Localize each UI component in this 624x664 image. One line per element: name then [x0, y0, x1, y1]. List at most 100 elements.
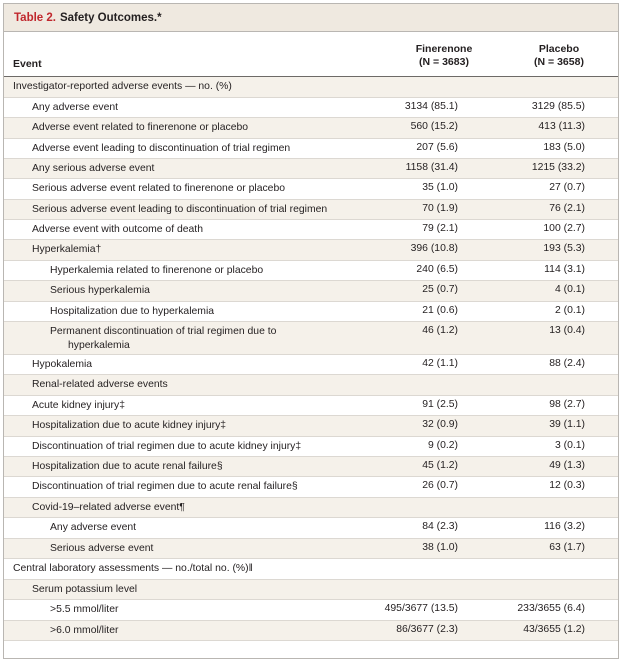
- table-row: Any serious adverse event 1158 (31.4) 1215…: [4, 159, 618, 179]
- safety-outcomes-table: Table 2. Safety Outcomes.* Event Fineren…: [3, 3, 619, 659]
- table-row: Central laboratory assessments — no./tot…: [4, 559, 618, 580]
- row-label: Serious adverse event: [50, 542, 153, 556]
- finerenone-value: 1158 (31.4): [405, 162, 458, 173]
- finerenone-value: 42 (1.1): [422, 358, 458, 369]
- row-label: Hypokalemia: [32, 358, 92, 372]
- row-label-text: Acute kidney injury‡: [32, 400, 125, 411]
- finerenone-value: 396 (10.8): [410, 243, 458, 254]
- row-label: Renal-related adverse events: [32, 378, 168, 392]
- finerenone-value: 38 (1.0): [422, 542, 458, 553]
- placebo-value: 13 (0.4): [549, 325, 585, 336]
- placebo-value: 63 (1.7): [549, 542, 585, 553]
- placebo-value: 49 (1.3): [549, 460, 585, 471]
- row-label: Serious adverse event related to fineren…: [32, 182, 285, 196]
- row-label-text: Permanent discontinuation of trial regim…: [50, 326, 277, 337]
- table-row: Discontinuation of trial regimen due to …: [4, 477, 618, 498]
- table-row: Hospitalization due to hyperkalemia 21 (0…: [4, 302, 618, 322]
- row-label-text: Covid-19–related adverse event¶: [32, 502, 185, 513]
- row-label-text: Adverse event related to finerenone or p…: [32, 122, 249, 133]
- row-label-text: Serious adverse event related to fineren…: [32, 183, 286, 194]
- row-label: Any adverse event: [32, 101, 118, 115]
- finerenone-column-header: Finerenone (N = 3683): [384, 43, 504, 69]
- placebo-value: 27 (0.7): [549, 182, 585, 193]
- row-label: >6.0 mmol/liter: [50, 624, 118, 638]
- placebo-value: 3129 (85.5): [531, 101, 585, 112]
- finerenone-value: 46 (1.2): [422, 325, 458, 336]
- placebo-header-name: Placebo: [538, 43, 580, 55]
- finerenone-header-name: Finerenone: [415, 43, 473, 55]
- row-label: Hospitalization due to hyperkalemia: [50, 305, 214, 319]
- row-label: Any serious adverse event: [32, 162, 154, 176]
- table-row: Permanent discontinuation of trial regim…: [4, 322, 618, 355]
- row-label-text: Serum potassium level: [32, 584, 138, 595]
- finerenone-value: 86/3677 (2.3): [396, 624, 458, 635]
- row-label-text: Serious adverse event leading to discont…: [32, 204, 328, 215]
- row-label-text: Any adverse event: [32, 102, 119, 113]
- row-label-text: Investigator-reported adverse events — n…: [13, 81, 232, 92]
- finerenone-value: 79 (2.1): [422, 223, 458, 234]
- finerenone-value: 35 (1.0): [422, 182, 458, 193]
- placebo-value: 1215 (33.2): [531, 162, 585, 173]
- finerenone-value: 70 (1.9): [422, 203, 458, 214]
- row-label-text: Central laboratory assessments — no./tot…: [13, 563, 253, 574]
- finerenone-value: 3134 (85.1): [404, 101, 458, 112]
- finerenone-value: 26 (0.7): [422, 480, 458, 491]
- row-label: Serious hyperkalemia: [50, 284, 150, 298]
- placebo-value: 114 (3.1): [544, 264, 585, 275]
- row-label: Adverse event related to finerenone or p…: [32, 121, 248, 135]
- row-label-text: Renal-related adverse events: [32, 379, 168, 390]
- finerenone-value: 25 (0.7): [422, 284, 458, 295]
- finerenone-value: 84 (2.3): [422, 521, 458, 532]
- table-row: Hyperkalemia† 396 (10.8) 193 (5.3): [4, 240, 618, 261]
- row-label-text: Hospitalization due to acute renal failu…: [32, 461, 223, 472]
- finerenone-value: 560 (15.2): [410, 121, 458, 132]
- placebo-value: 12 (0.3): [549, 480, 585, 491]
- table-row: Hypokalemia 42 (1.1) 88 (2.4): [4, 355, 618, 375]
- row-label: Acute kidney injury‡: [32, 399, 125, 413]
- row-label: Hospitalization due to acute renal failu…: [32, 460, 223, 474]
- row-label: Discontinuation of trial regimen due to …: [32, 480, 298, 494]
- row-label-text: Discontinuation of trial regimen due to …: [32, 441, 302, 452]
- placebo-value: 3 (0.1): [554, 440, 585, 451]
- table-row: >6.0 mmol/liter 86/3677 (2.3) 43/3655 (1.2…: [4, 621, 618, 641]
- placebo-value: 39 (1.1): [549, 419, 585, 430]
- placebo-value: 116 (3.2): [544, 521, 585, 532]
- row-label-text: Adverse event with outcome of death: [32, 224, 203, 235]
- row-label: Covid-19–related adverse event¶: [32, 501, 185, 515]
- placebo-value: 88 (2.4): [549, 358, 585, 369]
- placebo-value: 100 (2.7): [543, 223, 585, 234]
- row-label-text: Hyperkalemia related to finerenone or pl…: [50, 265, 264, 276]
- row-label-continuation: hyperkalemia: [68, 340, 130, 351]
- row-label: Any adverse event: [50, 521, 136, 535]
- row-label-text: Hypokalemia: [32, 359, 93, 370]
- row-label-text: Serious hyperkalemia: [50, 285, 150, 296]
- table-row: Serious adverse event 38 (1.0) 63 (1.7): [4, 539, 618, 559]
- placebo-value: 413 (11.3): [538, 121, 585, 132]
- row-label-text: Hyperkalemia†: [32, 244, 102, 255]
- finerenone-value: 240 (6.5): [416, 264, 458, 275]
- table-row: Acute kidney injury‡ 91 (2.5) 98 (2.7): [4, 396, 618, 416]
- placebo-value: 43/3655 (1.2): [523, 624, 585, 635]
- table-row: Discontinuation of trial regimen due to …: [4, 437, 618, 457]
- row-label: Permanent discontinuation of trial regim…: [50, 325, 276, 353]
- table-row: Hospitalization due to acute renal failu…: [4, 457, 618, 477]
- table-row: Hospitalization due to acute kidney inju…: [4, 416, 618, 437]
- placebo-value: 4 (0.1): [554, 284, 585, 295]
- row-label: Serum potassium level: [32, 583, 137, 597]
- row-label: Discontinuation of trial regimen due to …: [32, 440, 301, 454]
- row-label-text: Adverse event leading to discontinuation…: [32, 143, 291, 154]
- placebo-column-header: Placebo (N = 3658): [504, 43, 614, 69]
- row-label-text: Hospitalization due to hyperkalemia: [50, 306, 215, 317]
- row-label-text: Serious adverse event: [50, 543, 154, 554]
- table-number: Table 2.: [14, 11, 56, 24]
- table-row: Renal-related adverse events: [4, 375, 618, 396]
- row-label: Adverse event with outcome of death: [32, 223, 203, 237]
- table-header: Event Finerenone (N = 3683) Placebo (N =…: [4, 32, 618, 77]
- finerenone-value: 9 (0.2): [427, 440, 458, 451]
- row-label: Adverse event leading to discontinuation…: [32, 142, 290, 156]
- table-row: Adverse event leading to discontinuation…: [4, 139, 618, 159]
- placebo-header-n: (N = 3658): [534, 56, 584, 68]
- row-label: Investigator-reported adverse events — n…: [13, 80, 232, 94]
- table-row: Serious hyperkalemia 25 (0.7) 4 (0.1): [4, 281, 618, 302]
- finerenone-value: 207 (5.6): [416, 142, 458, 153]
